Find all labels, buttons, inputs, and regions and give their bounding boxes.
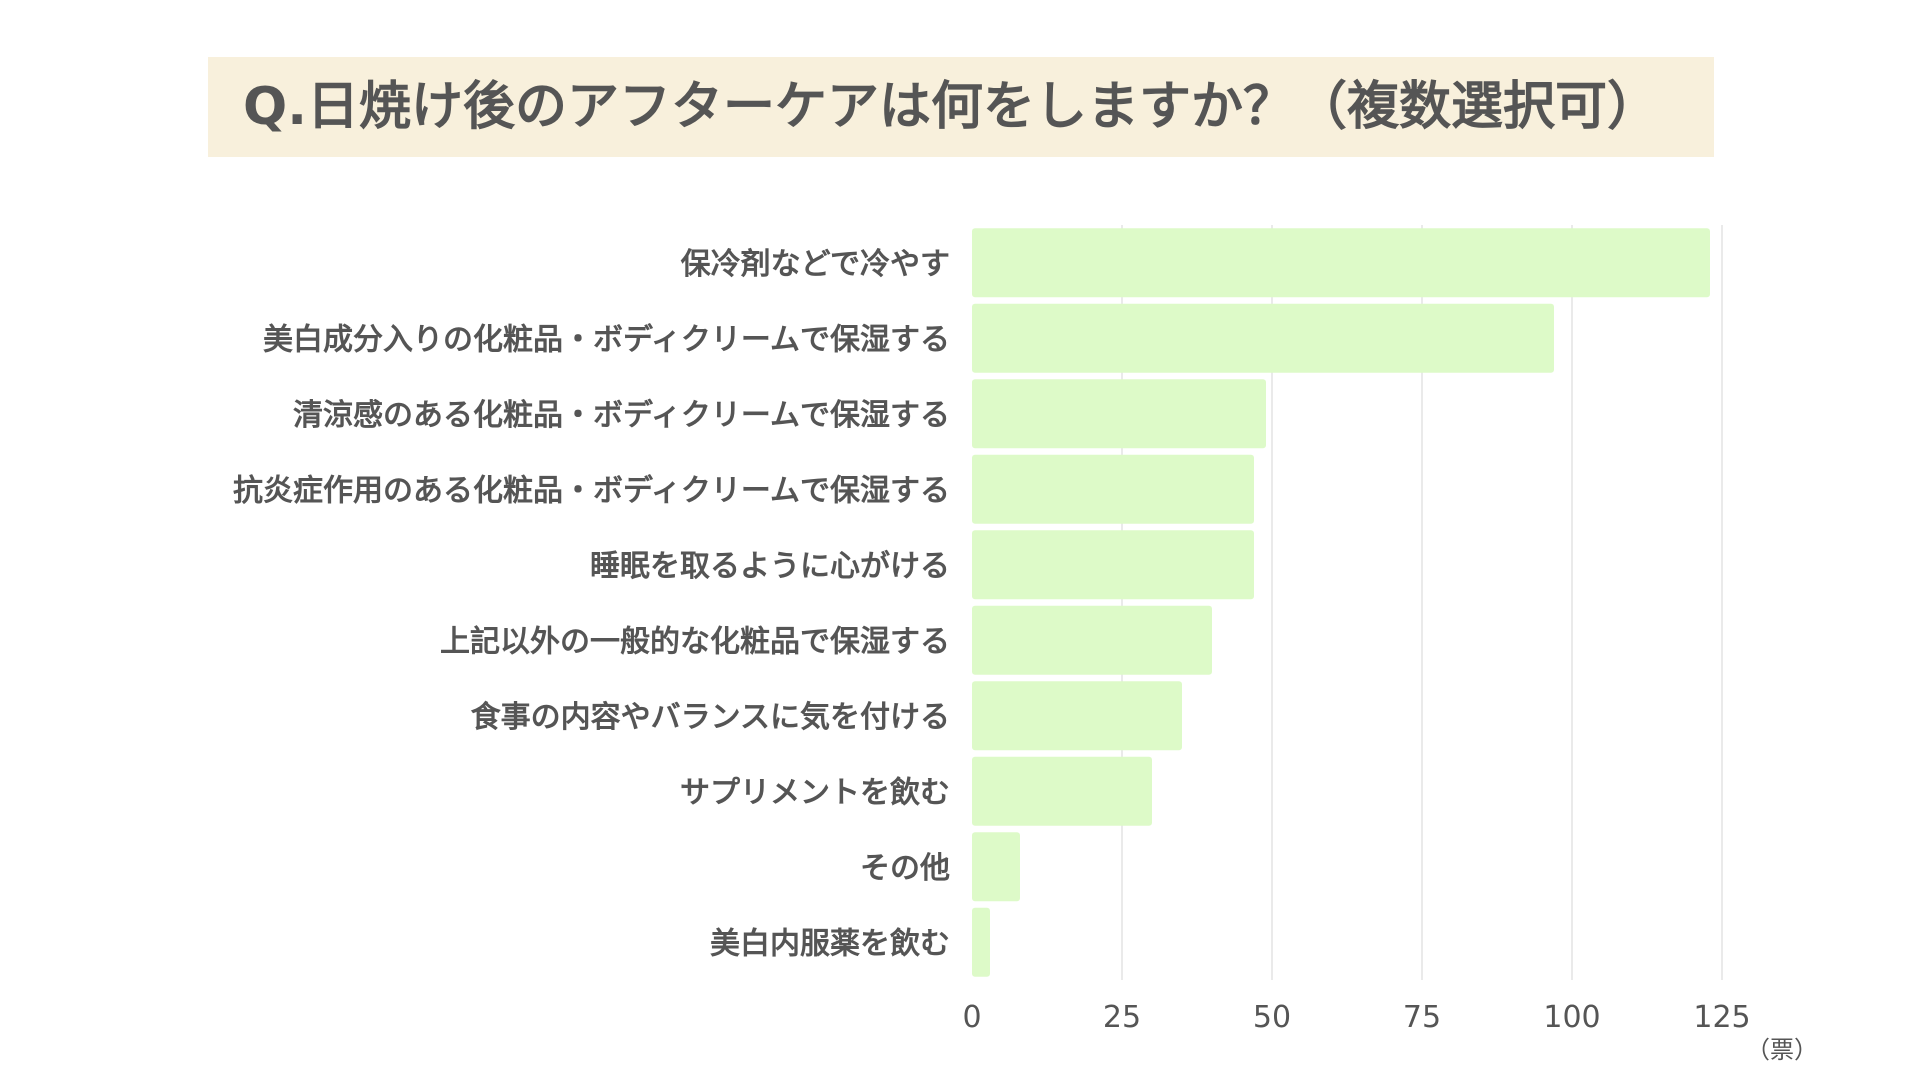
x-tick-label: 25 xyxy=(1103,1000,1141,1035)
x-tick-label: 50 xyxy=(1253,1000,1291,1035)
x-tick-label: 75 xyxy=(1403,1000,1441,1035)
category-label: 美白内服薬を飲む xyxy=(710,926,950,961)
bar xyxy=(972,832,1020,902)
title-band: Q.日焼け後のアフターケアは何をしますか？（複数選択可） xyxy=(208,57,1714,157)
category-label: 食事の内容やバランスに気を付ける xyxy=(471,700,950,735)
bar xyxy=(972,907,990,977)
category-label: 保冷剤などで冷やす xyxy=(681,247,950,282)
category-label: 抗炎症作用のある化粧品・ボディクリームで保湿する xyxy=(233,473,950,508)
category-label: サプリメントを飲む xyxy=(680,775,950,810)
x-tick-label: 125 xyxy=(1693,1000,1750,1035)
category-label: 清涼感のある化粧品・ボディクリームで保湿する xyxy=(293,398,950,433)
x-unit-label: （票） xyxy=(1746,1036,1818,1064)
bar xyxy=(972,605,1212,675)
x-tick-label: 0 xyxy=(962,1000,981,1035)
category-label: その他 xyxy=(860,851,950,886)
category-label: 美白成分入りの化粧品・ボディクリームで保湿する xyxy=(263,322,950,357)
bar xyxy=(972,228,1710,298)
category-label: 上記以外の一般的な化粧品で保湿する xyxy=(440,624,950,659)
bar xyxy=(972,303,1554,373)
x-tick-label: 100 xyxy=(1543,1000,1600,1035)
bar xyxy=(972,454,1254,524)
bar xyxy=(972,756,1152,826)
bar xyxy=(972,681,1182,751)
bar xyxy=(972,379,1266,449)
chart-title: Q.日焼け後のアフターケアは何をしますか？（複数選択可） xyxy=(243,77,1659,137)
category-label: 睡眠を取るように心がける xyxy=(590,549,950,584)
bar xyxy=(972,530,1254,600)
